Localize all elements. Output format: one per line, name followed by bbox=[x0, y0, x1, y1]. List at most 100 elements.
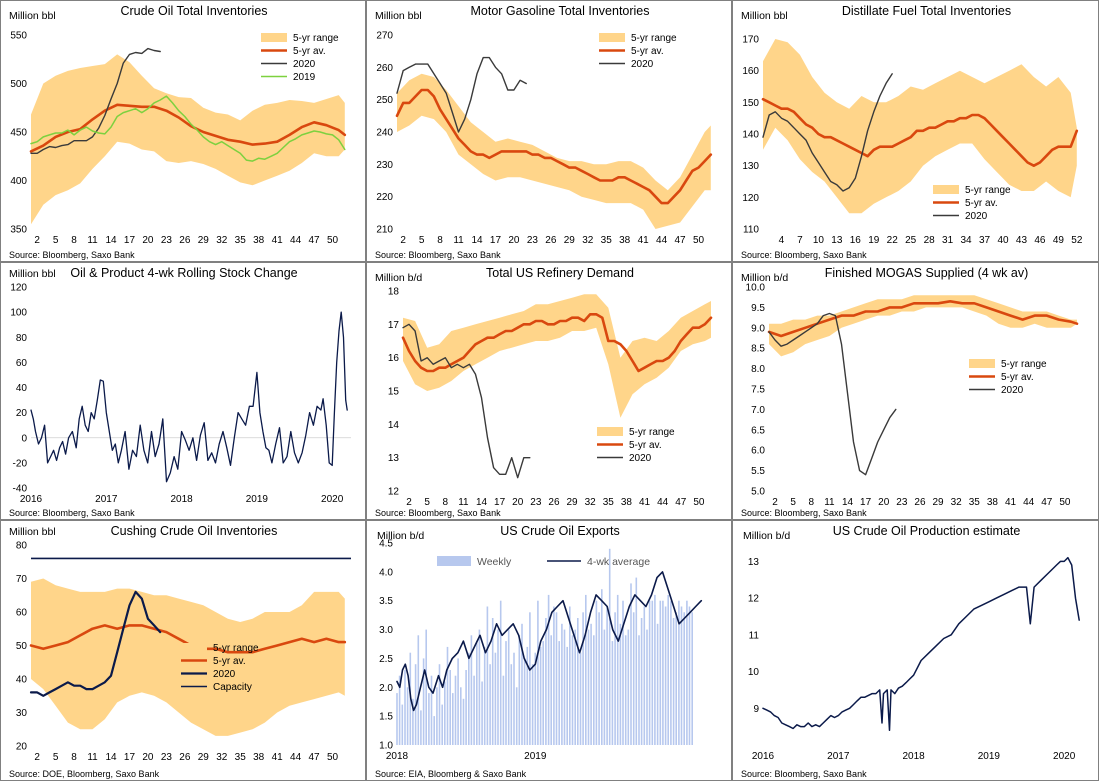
weekly-export-bar bbox=[497, 629, 499, 745]
x-tick-label: 50 bbox=[327, 752, 339, 763]
y-unit-label: Million b/d bbox=[377, 530, 424, 542]
y-tick-label: -40 bbox=[13, 484, 28, 495]
weekly-export-bar bbox=[483, 646, 486, 745]
weekly-export-bar bbox=[513, 652, 515, 745]
chart-crude: Crude Oil Total Inventories Million bbl So… bbox=[9, 4, 347, 260]
weekly-export-bar bbox=[468, 652, 470, 745]
weekly-export-bar bbox=[476, 641, 478, 745]
x-tick-label: 23 bbox=[896, 497, 908, 508]
y-tick-label: 11 bbox=[749, 630, 760, 641]
legend-label: Weekly bbox=[477, 556, 512, 568]
legend-label: 5-yr range bbox=[1001, 359, 1047, 370]
weekly-export-bar bbox=[630, 583, 632, 745]
weekly-export-bar bbox=[656, 623, 659, 745]
weekly-export-bar bbox=[430, 675, 433, 745]
weekly-export-bar bbox=[672, 618, 675, 745]
weekly-export-bar bbox=[680, 606, 683, 745]
y-tick-label: 10 bbox=[748, 667, 760, 678]
x-tick-label: 11 bbox=[453, 235, 464, 246]
x-tick-label: 47 bbox=[675, 497, 687, 508]
weekly-export-bar bbox=[486, 606, 489, 745]
weekly-export-bar bbox=[417, 635, 420, 745]
legend-label: 2020 bbox=[965, 211, 988, 222]
y-tick-label: 2.5 bbox=[379, 654, 393, 665]
x-tick-label: 32 bbox=[216, 752, 228, 763]
x-tick-label: 8 bbox=[71, 752, 77, 763]
weekly-export-bar bbox=[648, 600, 651, 745]
x-tick-label: 34 bbox=[961, 235, 973, 246]
x-tick-label: 38 bbox=[253, 752, 265, 763]
weekly-export-bar bbox=[452, 693, 454, 745]
legend-label: 2020 bbox=[631, 59, 654, 70]
weekly-export-bar bbox=[686, 600, 688, 745]
weekly-export-bar bbox=[433, 716, 435, 745]
y-tick-label: 50 bbox=[16, 641, 28, 652]
y-tick-label: 5.0 bbox=[751, 487, 765, 498]
legend-label: 2020 bbox=[213, 669, 236, 680]
series-line-main bbox=[30, 311, 348, 483]
x-tick-label: 35 bbox=[969, 497, 981, 508]
x-tick-label: 52 bbox=[1071, 235, 1083, 246]
x-tick-label: 29 bbox=[933, 497, 945, 508]
chart-title: Cushing Crude Oil Inventories bbox=[111, 524, 278, 538]
legend-label: 5-yr av. bbox=[629, 440, 662, 451]
y-tick-label: 40 bbox=[16, 675, 28, 686]
x-tick-label: 47 bbox=[675, 235, 687, 246]
y-tick-label: 230 bbox=[376, 160, 393, 171]
series-line-main bbox=[762, 556, 1080, 732]
y-tick-label: 3.0 bbox=[379, 625, 393, 636]
x-tick-label: 2 bbox=[34, 752, 40, 763]
x-tick-label: 32 bbox=[951, 497, 963, 508]
x-tick-label: 14 bbox=[471, 235, 483, 246]
weekly-export-bar bbox=[406, 687, 409, 745]
y-tick-label: 70 bbox=[16, 574, 28, 585]
y-tick-label: 250 bbox=[376, 95, 393, 106]
chart-title: Crude Oil Total Inventories bbox=[120, 4, 267, 18]
weekly-export-bar bbox=[603, 629, 606, 745]
x-tick-label: 17 bbox=[490, 235, 502, 246]
x-tick-label: 20 bbox=[142, 752, 154, 763]
weekly-export-bar bbox=[608, 548, 611, 745]
chart-distillate: Distillate Fuel Total Inventories Million… bbox=[741, 4, 1083, 260]
y-tick-label: 500 bbox=[10, 79, 27, 90]
series-line-5-yr-av- bbox=[761, 97, 1079, 167]
x-tick-label: 17 bbox=[124, 235, 136, 246]
chart-panel-refinery: Total US Refinery Demand Million b/d Sourc… bbox=[366, 262, 732, 520]
y-tick-label: 60 bbox=[16, 358, 28, 369]
x-tick-label: 20 bbox=[142, 235, 154, 246]
x-tick-label: 26 bbox=[179, 752, 191, 763]
y-tick-label: -20 bbox=[13, 458, 28, 469]
legend-swatch-range bbox=[597, 427, 623, 436]
legend-label: 2020 bbox=[293, 59, 316, 70]
x-tick-label: 2017 bbox=[827, 751, 850, 762]
weekly-export-bar bbox=[470, 635, 473, 745]
x-tick-label: 2019 bbox=[524, 751, 547, 762]
x-tick-label: 20 bbox=[508, 235, 520, 246]
y-tick-label: 9.5 bbox=[751, 303, 765, 314]
chart-panel-cushing: Cushing Crude Oil Inventories Million bbl… bbox=[0, 520, 366, 781]
legend-swatch-range bbox=[599, 33, 625, 42]
y-tick-label: 16 bbox=[388, 353, 400, 364]
y-tick-label: 30 bbox=[16, 708, 28, 719]
chart-panel-production: US Crude Oil Production estimate Million … bbox=[732, 520, 1099, 781]
x-tick-label: 29 bbox=[567, 497, 579, 508]
y-tick-label: 80 bbox=[16, 333, 28, 344]
weekly-export-bar bbox=[555, 612, 558, 745]
legend-swatch-range bbox=[181, 643, 207, 652]
x-tick-label: 2017 bbox=[95, 494, 118, 505]
x-tick-label: 23 bbox=[527, 235, 539, 246]
weekly-export-bar bbox=[531, 664, 534, 745]
weekly-export-bar bbox=[465, 670, 467, 745]
legend-label: 2019 bbox=[293, 72, 316, 83]
x-tick-label: 32 bbox=[216, 235, 228, 246]
chart-panel-crude: Crude Oil Total Inventories Million bbl So… bbox=[0, 0, 366, 262]
weekly-export-bar bbox=[539, 646, 542, 745]
y-tick-label: 4.0 bbox=[379, 567, 393, 578]
x-tick-label: 17 bbox=[860, 497, 872, 508]
y-tick-label: 17 bbox=[388, 320, 400, 331]
series-line-2019 bbox=[30, 95, 346, 162]
y-tick-label: 0 bbox=[21, 433, 27, 444]
weekly-export-bar bbox=[534, 652, 537, 745]
weekly-export-bar bbox=[444, 681, 446, 745]
weekly-export-bar bbox=[598, 612, 600, 745]
